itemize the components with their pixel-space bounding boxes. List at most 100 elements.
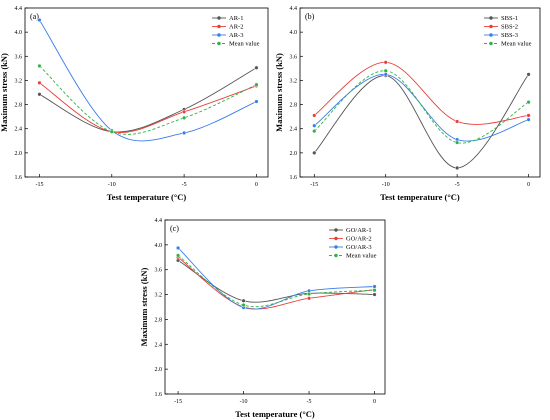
data-point (526, 117, 531, 122)
legend-label: AR-2 (229, 24, 243, 31)
y-tick-label: 3.2 (290, 78, 298, 84)
legend-label: Mean value (501, 41, 532, 48)
series-line (39, 82, 257, 134)
data-point (312, 123, 317, 128)
data-point (526, 100, 531, 105)
legend-marker (217, 41, 221, 46)
data-point (175, 253, 181, 258)
x-axis-label: Test temperature (°C) (107, 192, 187, 202)
series-line (39, 65, 257, 135)
panel-label: (b) (305, 12, 315, 21)
legend-marker (217, 16, 221, 20)
y-tick-label: 1.6 (290, 175, 298, 181)
x-axis-label: Test temperature (°C) (380, 192, 460, 202)
plot-frame (24, 7, 269, 178)
x-tick-label: 0 (373, 399, 376, 405)
y-tick-label: 1.6 (155, 392, 163, 398)
series-sbs-3 (312, 72, 531, 142)
y-tick-label: 3.6 (155, 268, 163, 274)
chart-panel-c: 1.6 2.0 2.4 2.8 3.2 3.6 4.0 4.4 -15 -10 -5 0 Test te… (139, 218, 386, 419)
y-tick-label: 4.0 (155, 243, 163, 249)
data-point (454, 165, 460, 171)
plot-frame (299, 7, 541, 178)
x-tick-label: -15 (310, 182, 318, 188)
y-tick-label: 4.4 (155, 218, 163, 224)
series-line (39, 19, 257, 142)
y-tick-label: 2.0 (15, 151, 23, 157)
data-point (383, 60, 388, 65)
data-point (254, 99, 259, 104)
y-tick-label: 2.4 (155, 342, 163, 348)
legend-label: GO/AR-2 (346, 236, 372, 243)
y-tick-label: 2.0 (155, 367, 163, 373)
data-point (372, 284, 377, 289)
data-point (372, 292, 377, 297)
legend-marker (489, 41, 493, 46)
data-point (241, 302, 246, 308)
legend-label: GO/AR-3 (346, 244, 372, 251)
legend-label: AR-1 (229, 15, 243, 22)
data-point (37, 17, 42, 23)
series-mean-value (312, 68, 531, 145)
series-line (314, 61, 529, 125)
series-mean-value (37, 63, 259, 135)
y-tick-label: 4.4 (15, 6, 23, 12)
data-point (37, 92, 42, 97)
series-mean-value (175, 253, 377, 308)
legend-marker (217, 33, 221, 37)
legend-marker (489, 33, 493, 37)
y-tick-label: 2.8 (155, 317, 163, 323)
data-point (181, 130, 187, 136)
data-point (312, 150, 317, 156)
y-tick-label: 4.4 (290, 6, 298, 12)
panel-label: (a) (30, 12, 39, 21)
series-line (177, 247, 375, 310)
legend-marker (334, 236, 338, 241)
legend-marker (217, 24, 221, 29)
legend-label: SBS-1 (501, 15, 518, 22)
x-tick-label: -15 (35, 182, 43, 188)
x-axis-label: Test temperature (°C) (235, 409, 315, 419)
x-tick-label: -5 (455, 182, 460, 188)
series-ar-3 (37, 17, 259, 142)
y-tick-label: 2.8 (15, 103, 23, 109)
series-line (177, 256, 375, 310)
data-point (241, 298, 246, 303)
y-tick-label: 3.6 (15, 54, 23, 60)
series-go-ar-2 (175, 255, 377, 310)
data-point (254, 82, 259, 87)
y-tick-label: 2.4 (15, 127, 23, 133)
data-point (109, 129, 114, 134)
y-tick-label: 3.2 (15, 78, 23, 84)
data-point (383, 72, 388, 77)
y-tick-label: 1.6 (15, 175, 23, 181)
legend-marker (489, 16, 493, 20)
data-point (526, 113, 531, 118)
y-tick-label: 2.4 (290, 127, 298, 133)
data-point (181, 115, 187, 120)
legend-marker (334, 228, 338, 232)
x-tick-label: -10 (382, 182, 390, 188)
series-line (39, 67, 257, 133)
data-point (306, 291, 312, 297)
x-tick-label: -5 (182, 182, 187, 188)
y-tick-label: 3.6 (290, 54, 298, 60)
data-point (37, 63, 42, 69)
x-tick-label: -10 (108, 182, 116, 188)
y-axis-label: Maximum stress (kN) (274, 53, 284, 132)
legend-label: Mean value (229, 41, 260, 48)
data-point (175, 245, 181, 251)
y-tick-label: 2.0 (290, 151, 298, 157)
x-tick-label: 0 (255, 182, 258, 188)
data-point (454, 119, 460, 124)
plot-frame (164, 219, 386, 395)
y-axis-label: Maximum stress (kN) (0, 53, 9, 132)
chart-panel-b: 1.6 2.0 2.4 2.8 3.2 3.6 4.0 4.4 -15 -10 -5 0 Test te… (274, 6, 541, 202)
x-tick-label: -15 (174, 399, 182, 405)
x-tick-label: -5 (307, 399, 312, 405)
series-line (313, 74, 529, 169)
data-point (383, 68, 388, 73)
data-point (312, 113, 317, 118)
x-tick-label: 0 (527, 182, 530, 188)
